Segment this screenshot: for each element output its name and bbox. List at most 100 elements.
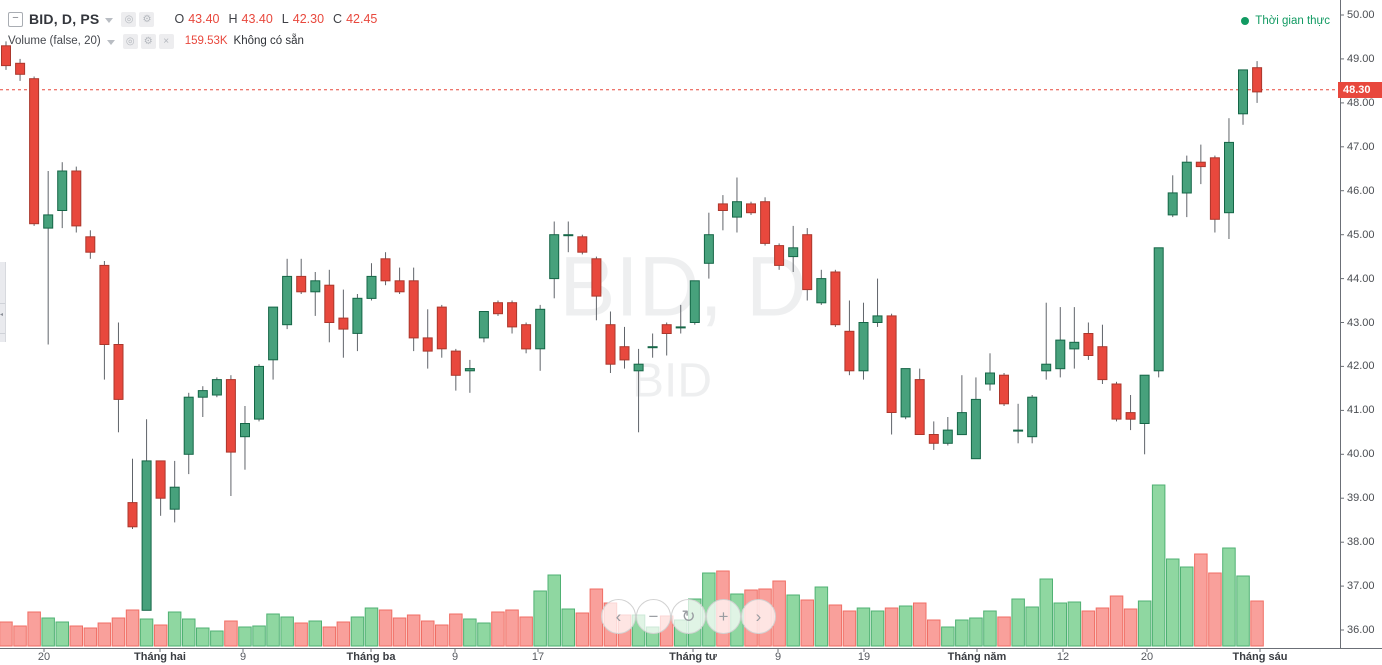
candle-body [970, 398, 981, 460]
realtime-label: Thời gian thực [1255, 15, 1330, 27]
candle-body [577, 236, 588, 253]
candle-body [464, 368, 475, 372]
price-axis-label: 50.00 [1347, 9, 1375, 21]
close-value: 42.45 [346, 12, 378, 26]
candle-body [155, 460, 166, 499]
candle-body [549, 234, 560, 280]
high-key: H [228, 12, 238, 26]
close-key: C [333, 12, 343, 26]
collapse-icon[interactable]: − [8, 11, 23, 27]
indicator-name[interactable]: Volume (false, 20) [8, 35, 101, 47]
chevron-down-icon[interactable] [105, 18, 114, 23]
price-axis-label: 49.00 [1347, 53, 1375, 65]
candle-body [774, 245, 785, 266]
candle-body [999, 374, 1009, 405]
price-axis-label: 36.00 [1347, 624, 1375, 636]
volume-bar [1081, 610, 1096, 647]
candle-body [211, 379, 222, 396]
candle-body [324, 284, 335, 324]
candle-body [1097, 346, 1108, 381]
gear-icon[interactable]: ⚙ [139, 11, 155, 27]
price-axis-label: 38.00 [1347, 536, 1375, 548]
candle-body [380, 258, 391, 282]
volume-bar [1095, 607, 1110, 647]
symbol-title[interactable]: BID, D, PS [29, 11, 100, 27]
volume-bar [547, 574, 561, 647]
candle-body [1069, 341, 1080, 350]
volume-bar [1151, 484, 1166, 647]
candle-body [99, 264, 110, 345]
volume-bar [913, 602, 927, 647]
candle-body [717, 203, 728, 211]
volume-bar [111, 617, 126, 647]
volume-bar [364, 607, 379, 647]
time-axis[interactable]: 20 Tháng hai 9 Tháng ba 9 17 Tháng tư 9 19 Tháng … [0, 651, 1382, 665]
volume-bar [378, 609, 393, 647]
candle-body [408, 280, 419, 339]
candle-body [507, 302, 518, 328]
volume-bar [505, 609, 519, 647]
scroll-right-button[interactable]: › [741, 599, 776, 634]
gear-icon[interactable]: ⚙ [140, 33, 156, 49]
time-axis-label: 20 [37, 651, 51, 663]
zoom-in-button[interactable]: + [706, 599, 741, 634]
volume-bar [55, 621, 69, 647]
candle-body [1209, 157, 1220, 220]
candle-body [478, 311, 489, 339]
candle-body [844, 330, 855, 372]
chevron-down-icon[interactable] [106, 40, 115, 45]
volume-bar [308, 620, 322, 647]
time-axis-label: 9 [774, 651, 782, 663]
volume-bar [983, 610, 997, 647]
indicator-value: 159.53K [184, 35, 228, 47]
scroll-left-button[interactable]: ‹ [601, 599, 636, 634]
candle-body [647, 346, 658, 349]
candle-body [310, 280, 321, 293]
volume-bar [41, 617, 55, 647]
realtime-badge[interactable]: Thời gian thực [1241, 15, 1330, 27]
price-axis-label: 44.00 [1347, 273, 1375, 285]
candle-body [633, 363, 644, 372]
volume-bar [97, 622, 112, 647]
volume-bar [238, 626, 252, 647]
volume-bar [969, 617, 983, 647]
eye-icon[interactable]: ◎ [122, 33, 138, 49]
volume-bar [898, 605, 913, 647]
volume-bar [1025, 606, 1039, 647]
close-icon[interactable]: × [158, 33, 174, 49]
price-axis-label: 42.00 [1347, 360, 1375, 372]
reset-view-button[interactable]: ↻ [671, 599, 706, 634]
time-axis-label: Tháng năm [947, 651, 1007, 663]
realtime-dot-icon [1241, 17, 1250, 25]
volume-bar [153, 624, 168, 647]
candle-body [732, 201, 742, 218]
candle-body [591, 258, 602, 297]
candle-body [788, 247, 799, 258]
volume-bar [927, 619, 941, 647]
zoom-out-button[interactable]: − [636, 599, 671, 634]
candle-body [760, 201, 771, 244]
volume-bar [842, 610, 857, 647]
candle-body [113, 344, 124, 400]
candle-body [563, 234, 574, 237]
candle-body [43, 214, 54, 229]
price-axis-label: 37.00 [1347, 580, 1375, 592]
volume-bar [224, 620, 238, 647]
drawing-panel-handle[interactable]: ◂ [0, 262, 6, 342]
low-key: L [281, 12, 289, 26]
volume-bar [1067, 601, 1082, 647]
candle-body [1224, 141, 1234, 214]
volume-bar [421, 620, 435, 647]
candle-body [1153, 247, 1164, 372]
watermark-symbol-small: BID [631, 354, 713, 408]
eye-icon[interactable]: ◎ [121, 11, 137, 27]
candle-body [1139, 374, 1150, 425]
candle-body [1111, 383, 1122, 420]
time-axis-label: 9 [239, 651, 247, 663]
candle-body [296, 275, 307, 293]
candle-body [1055, 339, 1066, 370]
candle-body [1195, 161, 1206, 168]
candle-body [985, 372, 995, 385]
ohlc-values: O 43.40 H 43.40 L 42.30 C 42.45 [165, 12, 377, 26]
